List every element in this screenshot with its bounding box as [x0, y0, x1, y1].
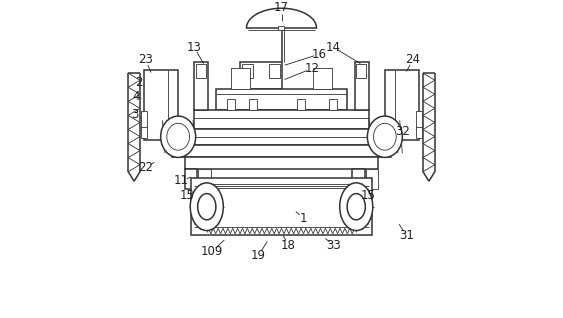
Bar: [355, 62, 369, 110]
Text: 16: 16: [312, 48, 327, 60]
Ellipse shape: [198, 194, 216, 220]
Bar: [185, 157, 378, 169]
Bar: [144, 70, 177, 140]
Text: 33: 33: [327, 239, 341, 252]
Bar: [172, 145, 391, 157]
Text: 12: 12: [305, 62, 320, 75]
Ellipse shape: [167, 123, 190, 150]
Text: 14: 14: [325, 41, 341, 53]
Ellipse shape: [347, 194, 365, 220]
Bar: [172, 129, 391, 145]
Bar: [297, 99, 305, 110]
Text: 22: 22: [138, 162, 153, 174]
Text: 3: 3: [132, 108, 139, 121]
Ellipse shape: [339, 183, 373, 231]
Bar: [278, 26, 284, 30]
Bar: [231, 68, 250, 89]
Bar: [191, 178, 372, 235]
Text: 1: 1: [300, 212, 307, 225]
Bar: [313, 68, 332, 89]
Text: 17: 17: [274, 2, 289, 14]
Text: 2: 2: [135, 76, 143, 88]
Bar: [329, 99, 337, 110]
Text: 18: 18: [281, 239, 296, 252]
Bar: [194, 110, 369, 129]
Text: 15: 15: [361, 189, 376, 202]
Bar: [269, 64, 280, 78]
Bar: [216, 89, 347, 110]
Bar: [416, 111, 422, 130]
Bar: [366, 169, 378, 189]
Bar: [242, 64, 253, 78]
Text: 109: 109: [200, 245, 223, 258]
Bar: [141, 111, 147, 130]
Bar: [240, 62, 282, 89]
Bar: [185, 169, 197, 189]
Bar: [198, 169, 211, 189]
Text: 24: 24: [405, 53, 421, 66]
Bar: [195, 64, 206, 78]
Text: 11: 11: [174, 174, 189, 187]
Bar: [386, 70, 419, 140]
Bar: [249, 99, 257, 110]
Ellipse shape: [373, 123, 396, 150]
Ellipse shape: [160, 116, 195, 157]
Text: 23: 23: [138, 53, 153, 66]
Text: 19: 19: [251, 249, 266, 261]
Text: 4: 4: [132, 91, 140, 103]
Bar: [141, 127, 147, 138]
Bar: [194, 62, 208, 110]
Bar: [352, 169, 365, 189]
Ellipse shape: [190, 183, 224, 231]
Text: 15: 15: [180, 189, 194, 202]
Text: 13: 13: [186, 41, 202, 53]
Text: 31: 31: [399, 230, 414, 242]
Text: 32: 32: [395, 126, 410, 138]
Bar: [356, 64, 367, 78]
Ellipse shape: [368, 116, 403, 157]
Bar: [416, 127, 422, 138]
Bar: [227, 99, 235, 110]
